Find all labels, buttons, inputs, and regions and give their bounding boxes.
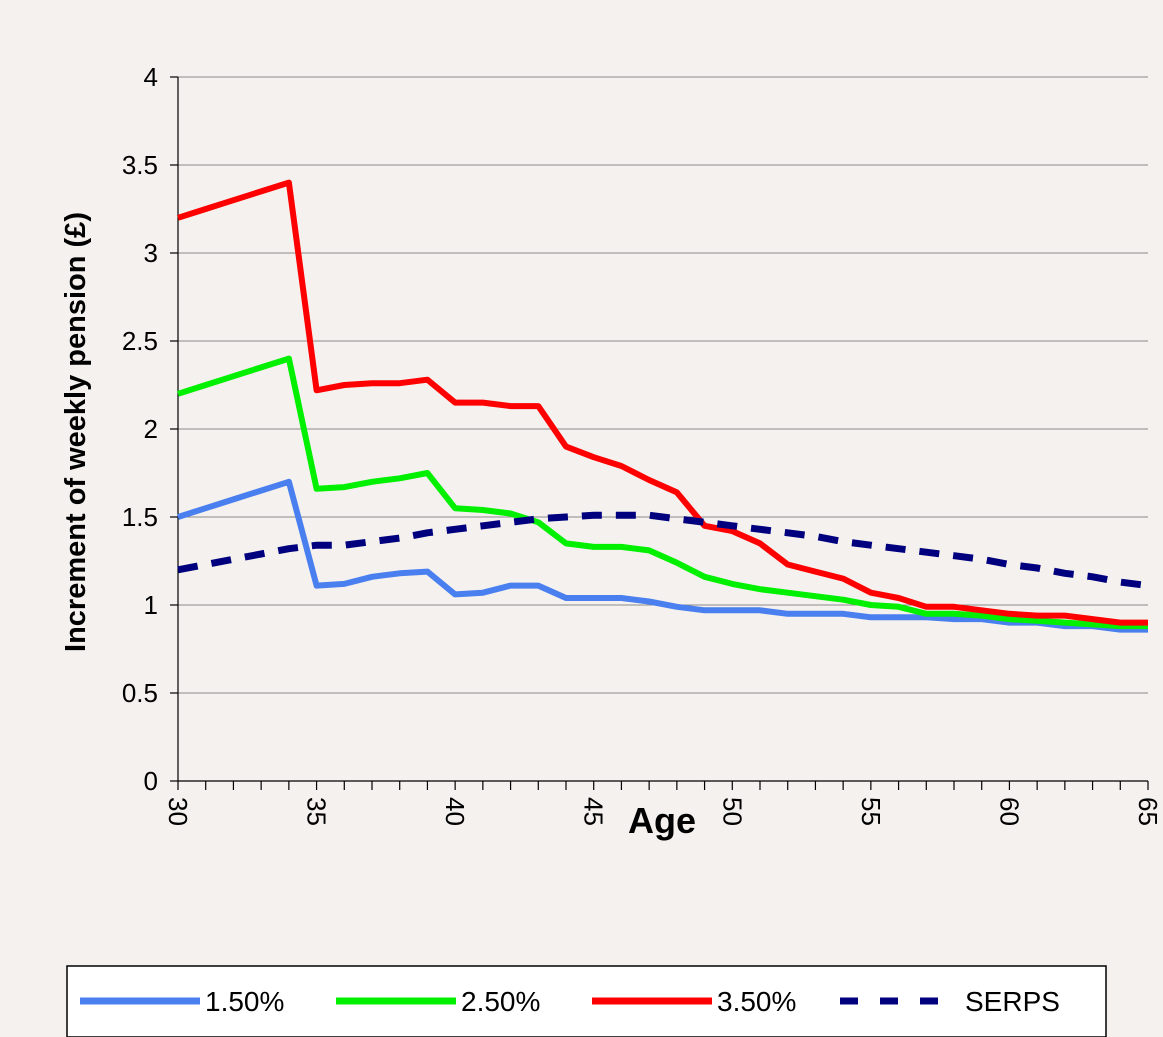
x-tick-label: 45	[579, 797, 609, 826]
gridlines	[178, 76, 1148, 694]
y-tick-label: 3.5	[122, 150, 158, 180]
x-tick-label: 65	[1133, 797, 1163, 826]
series-lines	[177, 179, 1149, 633]
y-tick-label: 2	[144, 414, 158, 444]
y-tick-label: 1	[144, 590, 158, 620]
legend-label-serps: SERPS	[965, 986, 1060, 1017]
x-axis-title: Age	[628, 800, 696, 841]
y-tick-label: 4	[144, 62, 158, 92]
legend-label-1-50-: 1.50%	[205, 986, 284, 1017]
x-tick-label: 30	[163, 797, 193, 826]
y-axis-title: Increment of weekly pension (£)	[60, 212, 92, 652]
x-tick-label: 55	[856, 797, 886, 826]
y-tick-label: 0	[144, 766, 158, 796]
y-tick-label: 2.5	[122, 326, 158, 356]
legend: 1.50% 2.50% 3.50% SERPS	[66, 965, 1107, 1037]
series-line-serps	[177, 511, 1149, 590]
x-tick-label: 60	[994, 797, 1024, 826]
series-line-3-50-	[177, 179, 1148, 626]
y-tick-label: 3	[144, 238, 158, 268]
y-tick-label: 0.5	[122, 678, 158, 708]
x-tick-label: 40	[440, 797, 470, 826]
legend-label-2-50-: 2.50%	[461, 986, 540, 1017]
series-line-1-50-	[177, 478, 1148, 633]
legend-label-3-50-: 3.50%	[717, 986, 796, 1017]
axes	[170, 76, 1149, 790]
x-tick-label: 50	[717, 797, 747, 826]
y-tick-label: 1.5	[122, 502, 158, 532]
series-line-2-50-	[177, 355, 1148, 630]
x-tick-label: 35	[302, 797, 332, 826]
tick-labels: 0 0.5 1 1.5 2 2.5 3 3.5 4 30 35 40 45 50 55 60 65	[122, 62, 1163, 826]
